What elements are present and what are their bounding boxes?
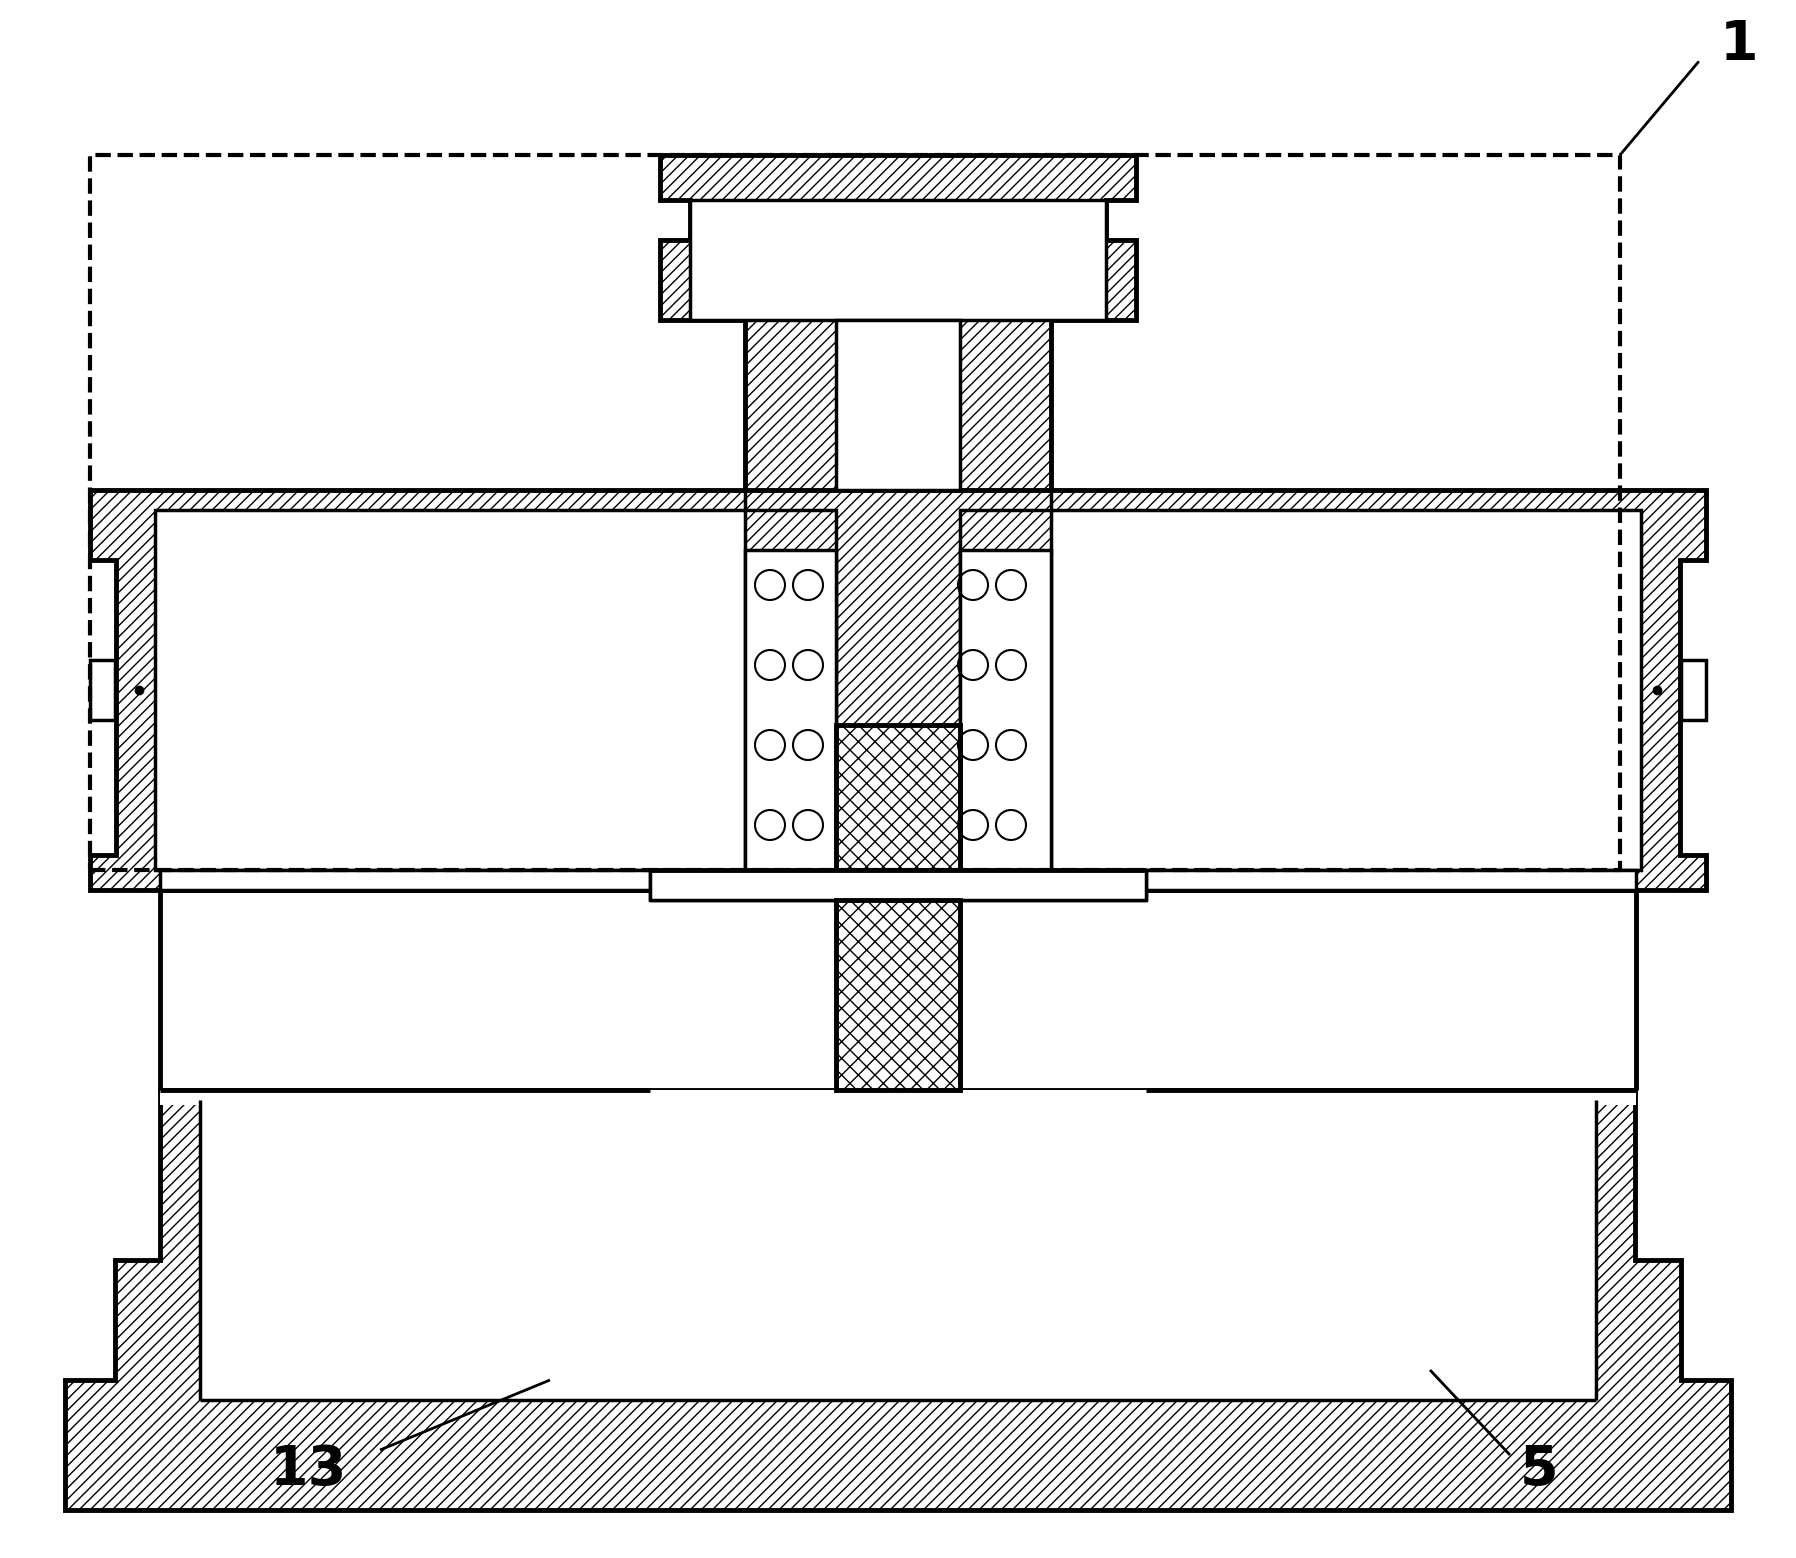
Bar	[90, 154, 1620, 869]
Bar	[835, 724, 961, 869]
Polygon shape	[745, 491, 1051, 869]
Bar	[160, 1091, 1636, 1105]
Bar	[1051, 509, 1642, 869]
Bar	[745, 550, 835, 869]
Bar	[835, 319, 961, 491]
Text: 1: 1	[1721, 19, 1758, 72]
Polygon shape	[659, 154, 1137, 491]
Bar	[690, 199, 1106, 319]
Bar	[650, 869, 1146, 901]
Bar	[199, 1100, 1597, 1401]
Text: 13: 13	[269, 1443, 347, 1497]
Polygon shape	[90, 491, 1706, 890]
Text: 5: 5	[1519, 1443, 1559, 1497]
Bar	[650, 869, 1146, 901]
Bar	[961, 550, 1051, 869]
Bar	[90, 661, 115, 720]
Bar	[1146, 869, 1636, 890]
Polygon shape	[835, 901, 961, 1091]
Bar	[160, 869, 650, 890]
Polygon shape	[835, 724, 961, 869]
Polygon shape	[65, 1091, 1731, 1510]
Bar	[154, 509, 745, 869]
Bar	[1681, 661, 1706, 720]
Bar	[835, 901, 961, 1091]
